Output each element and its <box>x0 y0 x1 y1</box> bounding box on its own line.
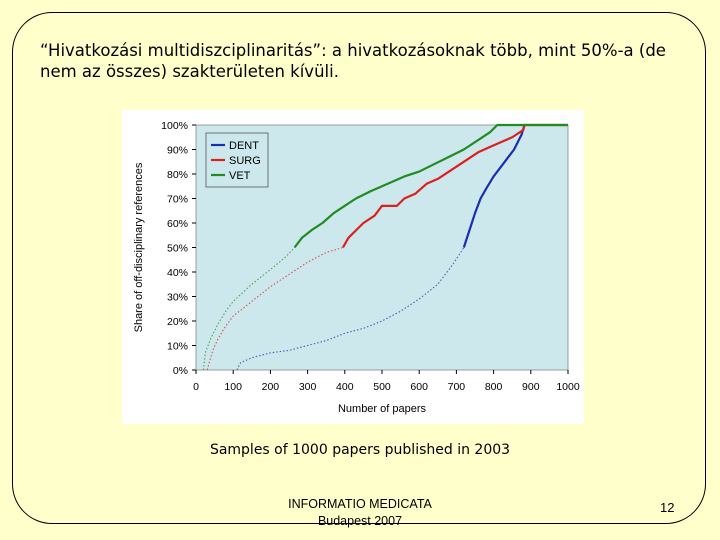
x-tick-label: 400 <box>336 381 354 393</box>
footer-line-2: Budapest 2007 <box>317 514 403 528</box>
series-line-surg-lower <box>206 246 344 371</box>
x-tick-label: 100 <box>224 381 242 393</box>
x-tick-label: 700 <box>448 381 466 393</box>
x-tick-label: 200 <box>262 381 280 393</box>
legend-label-vet: VET <box>229 170 251 182</box>
slide-frame <box>12 12 706 524</box>
y-tick-label: 20% <box>167 316 188 328</box>
y-axis-label: Share of off-disciplinary references <box>133 162 145 332</box>
series-line-vet-upper <box>293 123 568 249</box>
x-tick-label: 800 <box>485 381 503 393</box>
y-tick-label: 30% <box>167 292 188 304</box>
x-axis-label: Number of papers <box>338 403 427 415</box>
y-tick-label: 100% <box>161 120 188 132</box>
x-tick-label: 500 <box>373 381 391 393</box>
chart-container: 0% 10% 20% 30% 40% 50% 60% 70% 80% 90% 100% 0 100 200… <box>122 110 584 424</box>
legend-label-dent: DENT <box>229 140 259 152</box>
x-tick-label: 900 <box>522 381 540 393</box>
legend-label-surg: SURG <box>229 155 261 167</box>
slide-title: “Hivatkozási multidiszciplinaritás”: a h… <box>40 41 666 81</box>
series-line-dent-upper <box>462 124 526 248</box>
chart-caption: Samples of 1000 papers published in 2003 <box>209 442 511 458</box>
y-tick-label: 0% <box>173 365 188 377</box>
footer: INFORMATIO MEDICATA Budapest 2007 <box>220 496 500 530</box>
y-tick-label: 70% <box>167 194 188 206</box>
series-line-dent-lower <box>236 247 465 371</box>
series-line-vet-lower <box>202 247 295 371</box>
footer-line-1: INFORMATIO MEDICATA <box>288 497 432 511</box>
y-tick-label: 80% <box>167 169 188 181</box>
x-tick-label: 0 <box>193 381 199 393</box>
x-tick-label: 300 <box>299 381 317 393</box>
page-number: 12 <box>660 500 675 515</box>
y-tick-label: 90% <box>167 145 188 157</box>
y-tick-label: 40% <box>167 267 188 279</box>
y-tick-label: 60% <box>167 218 188 230</box>
series-line-surg-upper <box>341 123 568 249</box>
chart-svg: 0% 10% 20% 30% 40% 50% 60% 70% 80% 90% 100% 0 100 200… <box>133 120 580 415</box>
x-tick-label: 1000 <box>556 381 580 393</box>
y-tick-label: 10% <box>167 341 188 353</box>
x-tick-label: 600 <box>410 381 428 393</box>
y-tick-label: 50% <box>167 243 188 255</box>
